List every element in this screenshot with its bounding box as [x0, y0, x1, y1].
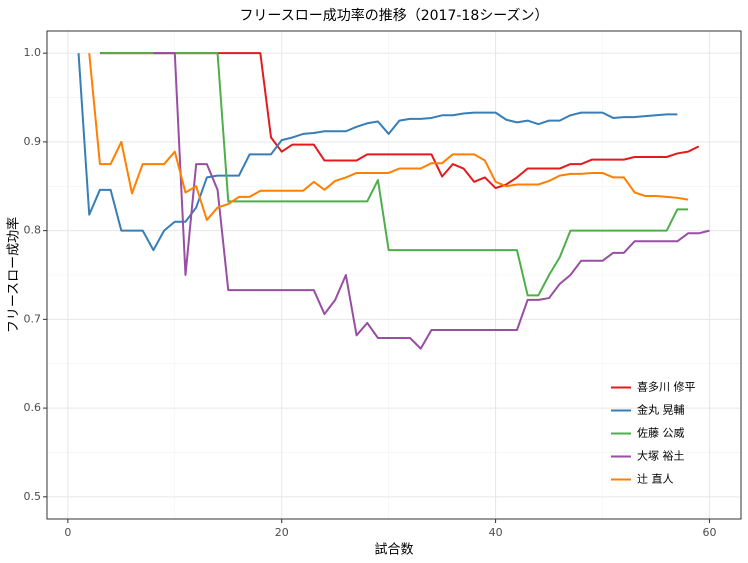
legend-label: 金丸 晃輔 — [637, 403, 685, 417]
legend-label: 佐藤 公威 — [637, 426, 685, 440]
x-tick-label: 40 — [489, 526, 503, 539]
legend-label: 辻 直人 — [637, 472, 674, 486]
series-line — [88, 53, 689, 221]
y-axis-title: フリースロー成功率 — [6, 217, 22, 333]
series-line — [99, 52, 689, 297]
legend-label: 大塚 裕土 — [637, 449, 685, 463]
series-line — [77, 53, 678, 252]
y-tick-label: 0.7 — [24, 312, 42, 325]
plot-border — [46, 30, 742, 520]
x-tick-label: 0 — [64, 526, 71, 539]
y-tick-label: 0.5 — [24, 490, 42, 503]
x-tick-label: 60 — [702, 526, 716, 539]
series-line — [153, 52, 710, 350]
chart-title: フリースロー成功率の推移（2017-18シーズン） — [239, 7, 548, 24]
x-axis-title: 試合数 — [374, 542, 413, 558]
y-tick-label: 0.8 — [24, 224, 42, 237]
legend-label: 喜多川 修平 — [637, 380, 696, 394]
y-tick-label: 1.0 — [24, 46, 42, 59]
y-tick-label: 0.6 — [24, 401, 42, 414]
y-tick-label: 0.9 — [24, 135, 42, 148]
x-tick-label: 20 — [275, 526, 289, 539]
